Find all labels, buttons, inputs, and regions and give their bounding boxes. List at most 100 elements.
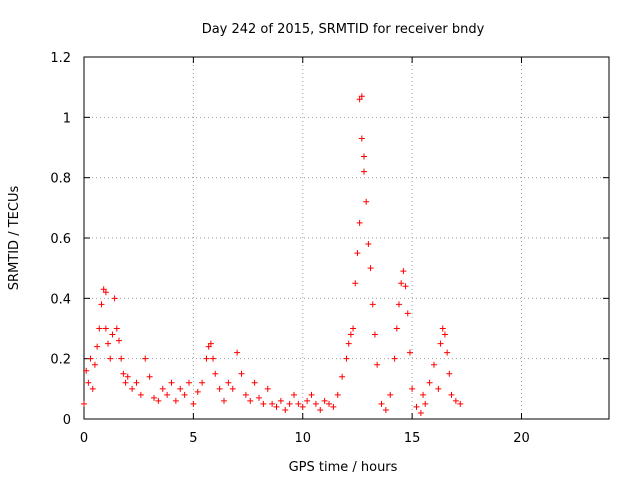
chart-title: Day 242 of 2015, SRMTID for receiver bnd… bbox=[202, 22, 485, 37]
data-point bbox=[291, 391, 297, 398]
data-point bbox=[356, 219, 363, 226]
data-point bbox=[96, 325, 103, 332]
data-point bbox=[308, 391, 315, 398]
data-point bbox=[273, 403, 280, 410]
data-point bbox=[190, 400, 197, 407]
data-point bbox=[420, 391, 427, 398]
data-point bbox=[221, 397, 227, 404]
data-point bbox=[242, 391, 249, 398]
data-point bbox=[295, 400, 302, 407]
data-point bbox=[177, 385, 184, 392]
data-point bbox=[116, 337, 122, 344]
data-point bbox=[326, 400, 332, 407]
data-point bbox=[345, 340, 352, 347]
data-markers bbox=[81, 93, 464, 416]
data-point bbox=[247, 397, 254, 404]
data-point bbox=[105, 340, 112, 347]
data-point bbox=[457, 400, 464, 407]
data-point bbox=[122, 379, 129, 386]
data-point bbox=[100, 286, 107, 293]
data-point bbox=[398, 280, 405, 287]
data-point bbox=[87, 355, 94, 362]
data-point bbox=[199, 379, 206, 386]
data-point bbox=[446, 370, 453, 377]
axis-ticks bbox=[83, 56, 609, 420]
data-point bbox=[102, 325, 109, 332]
grid bbox=[84, 57, 609, 419]
data-point bbox=[229, 385, 236, 392]
data-point bbox=[225, 379, 232, 386]
data-point bbox=[238, 370, 245, 377]
data-point bbox=[155, 397, 162, 404]
data-point bbox=[260, 400, 267, 407]
data-point bbox=[81, 400, 87, 407]
y-tick-label: 0 bbox=[63, 413, 71, 428]
data-point bbox=[444, 349, 451, 356]
data-point bbox=[85, 379, 92, 386]
data-point bbox=[334, 391, 341, 398]
tick-labels: 0 0.2 0.4 0.6 0.8 1 1.2 0 5 10 15 20 bbox=[50, 51, 529, 446]
data-point bbox=[168, 379, 175, 386]
data-point bbox=[354, 250, 361, 257]
data-point bbox=[382, 406, 389, 413]
data-point bbox=[378, 400, 385, 407]
data-point bbox=[111, 295, 118, 302]
x-axis-label: GPS time / hours bbox=[289, 460, 398, 475]
data-point bbox=[363, 198, 370, 205]
data-point bbox=[448, 391, 455, 398]
data-point bbox=[234, 349, 241, 356]
y-tick-label: 1.2 bbox=[50, 51, 71, 66]
data-point bbox=[452, 397, 459, 404]
data-point bbox=[361, 168, 367, 175]
data-point bbox=[321, 397, 328, 404]
data-point bbox=[365, 241, 372, 248]
data-point bbox=[286, 400, 293, 407]
data-point bbox=[413, 403, 420, 410]
data-point bbox=[83, 367, 90, 374]
data-point bbox=[437, 340, 444, 347]
data-point bbox=[89, 385, 96, 392]
data-point bbox=[269, 400, 276, 407]
data-point bbox=[142, 355, 149, 362]
data-point bbox=[347, 331, 354, 338]
data-point bbox=[186, 379, 192, 386]
data-point bbox=[113, 325, 120, 332]
data-point bbox=[172, 397, 179, 404]
data-point bbox=[439, 325, 446, 332]
data-point bbox=[91, 361, 98, 368]
data-point bbox=[212, 370, 219, 377]
data-point bbox=[210, 355, 217, 362]
data-point bbox=[159, 385, 166, 392]
data-point bbox=[339, 373, 346, 380]
data-point bbox=[396, 301, 402, 308]
data-point bbox=[350, 325, 357, 332]
data-point bbox=[194, 388, 201, 395]
data-point bbox=[404, 310, 411, 317]
y-tick-label: 1 bbox=[63, 111, 71, 126]
data-point bbox=[277, 397, 284, 404]
y-tick-label: 0.2 bbox=[50, 353, 71, 368]
data-point bbox=[107, 355, 114, 362]
data-point bbox=[109, 331, 116, 338]
data-point bbox=[251, 379, 258, 386]
data-point bbox=[417, 409, 424, 416]
data-point bbox=[207, 340, 214, 347]
x-tick-label: 10 bbox=[294, 431, 311, 446]
data-point bbox=[343, 355, 350, 362]
data-point bbox=[402, 283, 409, 290]
data-point bbox=[435, 385, 442, 392]
x-tick-label: 15 bbox=[404, 431, 421, 446]
data-point bbox=[181, 391, 188, 398]
data-point bbox=[409, 385, 416, 392]
data-point bbox=[256, 394, 262, 401]
data-point bbox=[330, 403, 337, 410]
data-point bbox=[282, 406, 289, 413]
data-point bbox=[361, 153, 367, 160]
data-point bbox=[164, 391, 171, 398]
data-point bbox=[426, 379, 433, 386]
data-point bbox=[94, 343, 101, 350]
data-point bbox=[129, 385, 136, 392]
data-point bbox=[356, 96, 363, 103]
data-point bbox=[358, 135, 365, 142]
